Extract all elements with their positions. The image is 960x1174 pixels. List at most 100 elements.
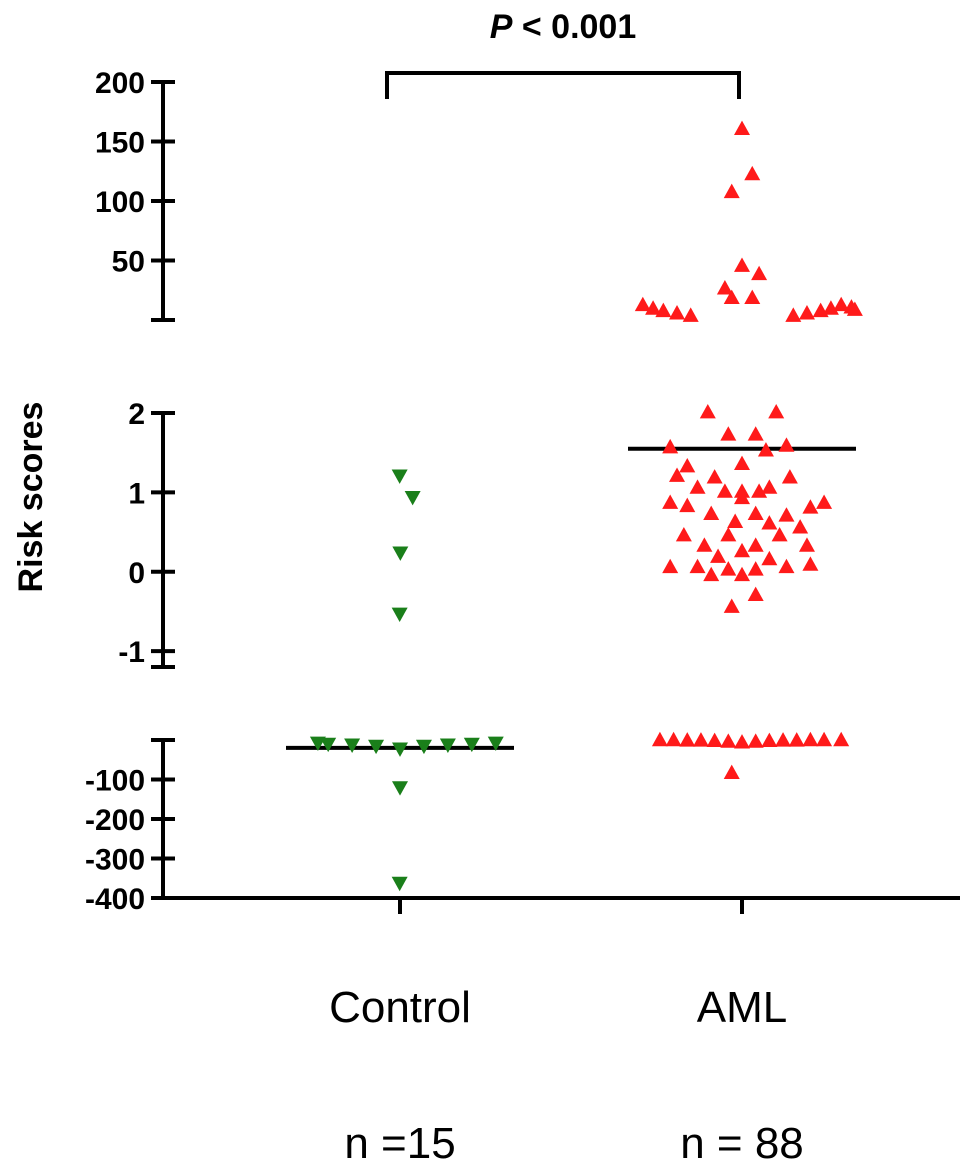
data-point-aml: [734, 542, 750, 558]
data-point-aml: [802, 499, 819, 514]
data-point-aml: [696, 537, 713, 552]
y-tick-label: -300: [85, 844, 145, 877]
data-point-aml: [771, 527, 788, 542]
data-point-control: [344, 738, 361, 753]
y-tick-label: 100: [95, 186, 145, 219]
data-point-aml: [679, 497, 696, 513]
y-tick-label: 50: [112, 246, 145, 279]
data-point-control: [392, 742, 408, 757]
sample-size-control: n =15: [344, 1119, 455, 1168]
y-tick-label: 2: [128, 398, 145, 431]
data-point-aml: [734, 489, 750, 505]
data-point-aml: [816, 731, 833, 747]
data-point-control: [392, 781, 408, 796]
y-tick-label: 150: [95, 127, 145, 160]
data-point-aml: [798, 305, 815, 320]
data-point-aml: [669, 467, 686, 482]
data-point-aml: [703, 505, 720, 520]
data-point-aml: [734, 734, 750, 749]
data-point-control: [487, 736, 504, 751]
data-point-aml: [662, 494, 679, 509]
category-label-aml: AML: [697, 983, 787, 1032]
data-point-aml: [651, 731, 668, 747]
data-point-aml: [645, 300, 662, 315]
data-point-aml: [662, 558, 679, 574]
data-points: [309, 120, 863, 892]
data-point-aml: [747, 561, 764, 576]
data-point-aml: [781, 469, 798, 484]
y-tick-label: -400: [85, 883, 145, 916]
data-point-aml: [747, 733, 764, 748]
data-point-aml: [744, 165, 761, 181]
data-point-aml: [747, 426, 764, 441]
data-point-aml: [802, 731, 819, 747]
data-point-aml: [723, 183, 740, 199]
data-point-aml: [679, 457, 696, 473]
category-label-control: Control: [329, 983, 471, 1032]
data-point-aml: [802, 556, 819, 571]
data-point-control: [320, 737, 337, 753]
data-point-control: [391, 469, 408, 484]
data-point-aml: [655, 302, 672, 318]
data-point-aml: [798, 537, 815, 552]
data-point-aml: [778, 437, 795, 452]
p-symbol: P: [490, 8, 513, 46]
data-point-aml: [846, 301, 863, 316]
data-point-aml: [833, 731, 850, 747]
data-point-aml: [679, 732, 696, 747]
data-point-control: [368, 739, 385, 755]
data-point-aml: [689, 558, 706, 574]
data-point-aml: [682, 307, 699, 322]
data-point-aml: [723, 598, 740, 613]
data-point-aml: [634, 296, 651, 312]
y-tick-label: -1: [118, 636, 145, 669]
data-point-aml: [716, 483, 733, 498]
data-point-control: [391, 876, 408, 892]
data-point-aml: [747, 505, 764, 520]
data-point-aml: [761, 479, 778, 494]
p-threshold: < 0.001: [512, 8, 636, 46]
data-point-aml: [778, 507, 795, 522]
y-tick-label: -100: [85, 765, 145, 798]
data-point-control: [392, 546, 409, 561]
data-point-aml: [669, 305, 686, 320]
data-point-aml: [734, 120, 750, 135]
data-point-control: [391, 607, 408, 623]
data-point-aml: [816, 494, 833, 509]
significance-label: P < 0.001: [490, 8, 637, 46]
data-point-aml: [675, 527, 692, 542]
data-point-control: [463, 737, 480, 753]
data-point-aml: [720, 426, 737, 441]
data-point-aml: [747, 537, 764, 552]
data-point-aml: [788, 732, 805, 747]
data-point-aml: [665, 731, 682, 747]
data-point-aml: [792, 519, 809, 534]
data-point-aml: [734, 257, 750, 272]
data-point-aml: [761, 550, 778, 566]
data-point-aml: [720, 527, 737, 542]
data-point-aml: [761, 732, 778, 747]
data-point-aml: [703, 566, 720, 582]
data-point-aml: [720, 733, 737, 748]
data-point-aml: [727, 513, 744, 528]
data-point-aml: [716, 280, 733, 295]
data-point-aml: [775, 732, 792, 747]
y-tick-label: 200: [95, 67, 145, 100]
y-axis: 50 100 150 200 -1 0 1 2 -100 -200 -300 -400: [85, 67, 175, 916]
y-tick-label: 1: [128, 477, 145, 510]
sample-size-aml: n = 88: [680, 1119, 804, 1168]
data-point-aml: [757, 442, 774, 457]
data-point-aml: [751, 483, 768, 498]
y-tick-label: 0: [128, 557, 145, 590]
data-point-aml: [751, 265, 768, 281]
data-point-aml: [778, 558, 795, 574]
data-point-aml: [761, 515, 778, 530]
data-point-aml: [785, 307, 802, 322]
data-point-aml: [706, 732, 723, 747]
data-point-aml: [744, 289, 761, 304]
data-point-aml: [723, 764, 740, 779]
data-point-aml: [747, 586, 764, 601]
data-point-aml: [710, 548, 727, 563]
data-point-aml: [734, 566, 750, 582]
